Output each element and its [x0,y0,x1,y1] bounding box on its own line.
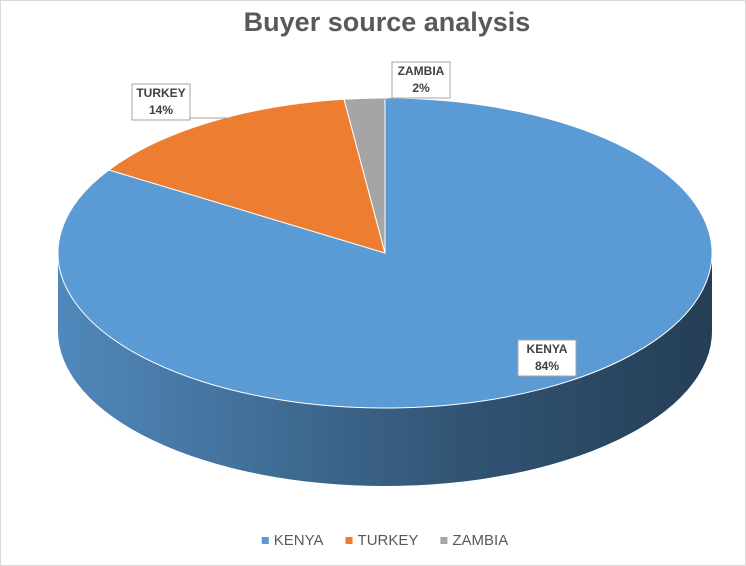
legend-marker [261,537,269,544]
leader-line [367,97,393,103]
pie-slice [343,97,386,254]
data-label-category: KENYA [527,342,568,356]
data-label-box [131,83,191,121]
legend-label: ZAMBIA [452,532,508,549]
data-label-category: TURKEY [136,86,185,100]
pie-side-shade [58,253,712,486]
data-label-box [391,61,451,99]
data-label-category: ZAMBIA [398,64,445,78]
data-label-value: 2% [412,81,430,95]
data-label-value: 84% [535,359,559,373]
data-label-value: 14% [149,103,173,117]
legend-marker [345,537,353,544]
legend-label: KENYA [274,532,324,549]
legend: KENYA TURKEY ZAMBIA [261,532,508,549]
data-label-box [517,339,577,377]
chart-title: Buyer source analysis [244,7,531,37]
pie-slice [107,98,386,254]
legend-label: TURKEY [358,532,419,549]
legend-marker [440,537,448,544]
